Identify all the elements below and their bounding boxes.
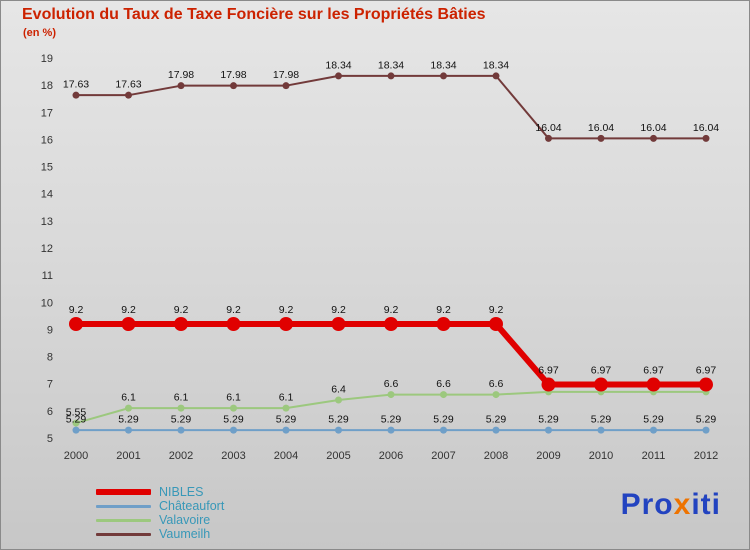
svg-text:2005: 2005 [326,450,350,462]
svg-text:2000: 2000 [64,450,88,462]
logo-text-blue: iti [691,488,721,521]
legend-label: Valavoire [159,513,211,527]
svg-text:6.1: 6.1 [174,392,189,404]
svg-text:9.2: 9.2 [226,304,241,316]
svg-text:17.98: 17.98 [168,69,194,81]
svg-text:12: 12 [41,243,53,255]
legend-swatch-valavoire [96,518,151,522]
svg-text:10: 10 [41,297,53,309]
svg-text:16.04: 16.04 [588,122,614,134]
svg-text:14: 14 [41,189,53,201]
svg-text:2007: 2007 [431,450,455,462]
svg-text:11: 11 [42,270,53,282]
svg-text:9.2: 9.2 [384,304,399,316]
svg-text:9.2: 9.2 [121,304,136,316]
svg-text:9: 9 [47,324,53,336]
svg-text:5.29: 5.29 [643,414,664,426]
svg-text:6.1: 6.1 [121,392,136,404]
svg-text:6.97: 6.97 [696,365,717,377]
svg-text:9.2: 9.2 [279,304,294,316]
page-title: Evolution du Taux de Taxe Foncière sur l… [22,6,486,23]
svg-text:6.1: 6.1 [279,392,294,404]
svg-text:5.55: 5.55 [66,407,87,419]
legend-item-chateaufort: Châteaufort [96,499,224,513]
svg-text:6: 6 [47,406,53,418]
proxiti-logo: Proxiti [621,488,721,522]
svg-text:6.97: 6.97 [538,365,559,377]
svg-text:6.1: 6.1 [226,392,241,404]
svg-text:17.63: 17.63 [115,79,141,91]
svg-text:5: 5 [47,433,53,445]
svg-text:18: 18 [41,80,53,92]
chart-svg: 5 6 7 8 9 10 11 12 13 14 15 16 17 18 19 2000 2001 2002 200… [41,53,720,462]
svg-text:6.4: 6.4 [331,384,346,396]
svg-text:18.34: 18.34 [325,59,351,71]
svg-text:5.29: 5.29 [223,414,244,426]
svg-text:5.29: 5.29 [381,414,402,426]
svg-text:16.04: 16.04 [693,122,719,134]
page-subtitle: (en %) [23,27,56,39]
svg-text:18.34: 18.34 [378,59,404,71]
svg-text:2010: 2010 [589,450,613,462]
svg-text:5.29: 5.29 [171,414,192,426]
svg-text:6.97: 6.97 [591,365,612,377]
svg-text:17: 17 [41,107,53,119]
legend-label: Châteaufort [159,499,225,513]
svg-text:2003: 2003 [221,450,245,462]
svg-text:9.2: 9.2 [489,304,504,316]
svg-text:5.29: 5.29 [276,414,297,426]
svg-text:8: 8 [47,352,53,364]
legend-swatch-nibles [96,489,151,495]
svg-text:17.98: 17.98 [220,69,246,81]
svg-text:17.63: 17.63 [63,79,89,91]
legend-swatch-vaumeilh [96,532,151,536]
legend-item-vaumeilh: Vaumeilh [96,527,224,541]
svg-text:2004: 2004 [274,450,298,462]
svg-text:5.29: 5.29 [486,414,507,426]
svg-text:2012: 2012 [694,450,718,462]
svg-text:15: 15 [41,162,53,174]
svg-text:16.04: 16.04 [535,122,561,134]
logo-x-icon: x [673,488,692,521]
svg-text:18.34: 18.34 [430,59,456,71]
svg-text:2008: 2008 [484,450,508,462]
legend-label: NIBLES [159,485,204,499]
svg-text:18.34: 18.34 [483,59,509,71]
svg-text:5.29: 5.29 [118,414,139,426]
svg-text:6.6: 6.6 [436,378,451,390]
legend-label: Vaumeilh [159,527,211,541]
svg-text:5.29: 5.29 [66,414,87,426]
svg-text:19: 19 [41,53,53,65]
svg-text:5.29: 5.29 [538,414,559,426]
svg-text:6.6: 6.6 [489,378,504,390]
logo-text-blue: Pro [620,488,674,521]
svg-text:9.2: 9.2 [174,304,189,316]
svg-text:17.98: 17.98 [273,69,299,81]
svg-text:9.2: 9.2 [331,304,346,316]
legend-item-nibles: NIBLES [96,485,224,499]
svg-text:2011: 2011 [642,450,666,462]
svg-text:2001: 2001 [116,450,140,462]
svg-text:2006: 2006 [379,450,403,462]
svg-text:2002: 2002 [169,450,193,462]
svg-text:7: 7 [47,379,53,391]
svg-text:2009: 2009 [536,450,560,462]
svg-text:5.29: 5.29 [591,414,612,426]
svg-text:6.6: 6.6 [384,378,399,390]
svg-text:16.04: 16.04 [640,122,666,134]
legend-swatch-chateaufort [96,504,151,508]
svg-text:9.2: 9.2 [69,304,84,316]
svg-text:16: 16 [41,134,53,146]
svg-text:5.29: 5.29 [433,414,454,426]
svg-text:5.29: 5.29 [328,414,349,426]
legend-item-valavoire: Valavoire [96,513,224,527]
svg-text:5.29: 5.29 [696,414,717,426]
svg-text:9.2: 9.2 [436,304,451,316]
svg-text:13: 13 [41,216,53,228]
legend: NIBLES Châteaufort Valavoire Vaumeilh [96,485,224,541]
svg-text:6.97: 6.97 [643,365,664,377]
